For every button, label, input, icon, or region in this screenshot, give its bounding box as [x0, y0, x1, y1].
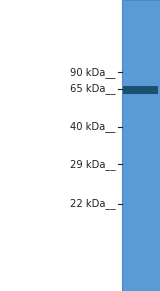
Text: 65 kDa__: 65 kDa__ [70, 83, 115, 94]
Bar [122, 0, 160, 291]
Text: 40 kDa__: 40 kDa__ [70, 121, 115, 132]
Text: 29 kDa__: 29 kDa__ [70, 159, 115, 170]
Text: 22 kDa__: 22 kDa__ [70, 198, 115, 209]
Bar [123, 86, 158, 94]
Text: 90 kDa__: 90 kDa__ [70, 67, 115, 78]
